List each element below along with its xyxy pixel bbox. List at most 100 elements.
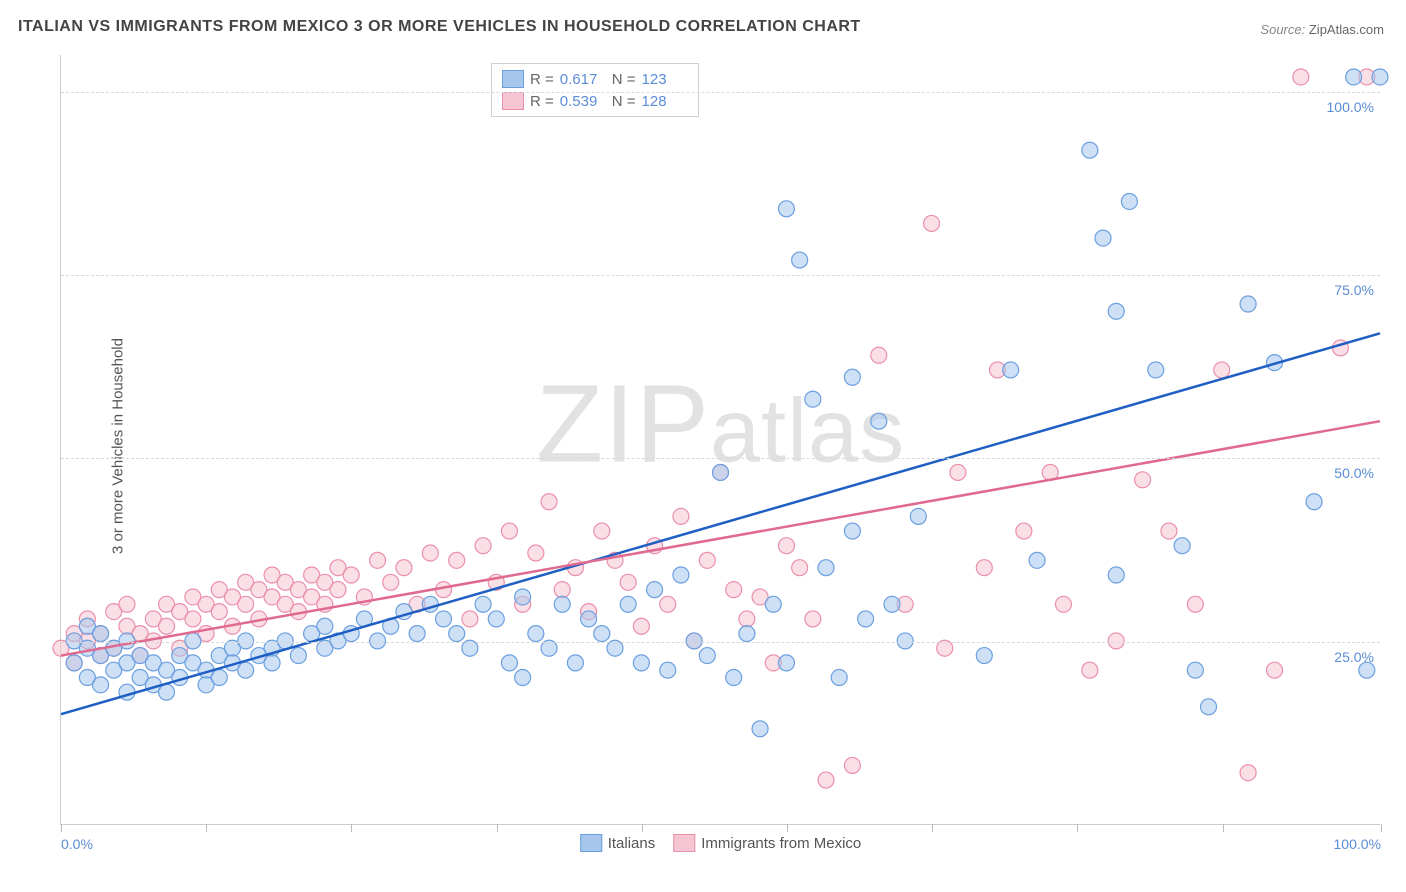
data-point: [475, 538, 491, 554]
xtick-mark: [932, 824, 933, 832]
data-point: [409, 626, 425, 642]
chart-title: ITALIAN VS IMMIGRANTS FROM MEXICO 3 OR M…: [18, 18, 861, 36]
data-point: [778, 538, 794, 554]
n-value-italians: 123: [642, 71, 688, 88]
xtick-mark: [497, 824, 498, 832]
data-point: [924, 215, 940, 231]
data-point: [554, 596, 570, 612]
r-label: R =: [530, 71, 554, 88]
data-point: [1346, 69, 1362, 85]
legend-bottom-swatch-mexico: [673, 834, 695, 852]
data-point: [1082, 662, 1098, 678]
data-point: [633, 655, 649, 671]
data-point: [699, 648, 715, 664]
data-point: [976, 648, 992, 664]
data-point: [594, 523, 610, 539]
data-point: [238, 662, 254, 678]
data-point: [739, 626, 755, 642]
xtick-mark: [787, 824, 788, 832]
data-point: [1306, 494, 1322, 510]
data-point: [844, 523, 860, 539]
data-point: [910, 508, 926, 524]
data-point: [1135, 472, 1151, 488]
source-label: Source:: [1260, 22, 1305, 37]
data-point: [871, 347, 887, 363]
legend-row-italians: R = 0.617 N = 123: [502, 68, 688, 90]
correlation-legend: R = 0.617 N = 123 R = 0.539 N = 128: [491, 63, 699, 117]
n-label: N =: [612, 71, 636, 88]
legend-swatch-mexico: [502, 92, 524, 110]
data-point: [488, 611, 504, 627]
data-point: [1108, 303, 1124, 319]
scatter-svg: [61, 55, 1380, 824]
data-point: [211, 670, 227, 686]
data-point: [726, 582, 742, 598]
legend-bottom-label-italians: Italians: [608, 835, 656, 852]
data-point: [765, 596, 781, 612]
data-point: [844, 757, 860, 773]
data-point: [159, 618, 175, 634]
data-point: [660, 662, 676, 678]
data-point: [1148, 362, 1164, 378]
data-point: [449, 626, 465, 642]
data-point: [699, 552, 715, 568]
data-point: [633, 618, 649, 634]
data-point: [1214, 362, 1230, 378]
data-point: [581, 611, 597, 627]
data-point: [1240, 765, 1256, 781]
ytick-label: 75.0%: [1334, 282, 1374, 298]
legend-row-mexico: R = 0.539 N = 128: [502, 90, 688, 112]
data-point: [554, 582, 570, 598]
xtick-mark: [61, 824, 62, 832]
data-point: [515, 589, 531, 605]
r-value-italians: 0.617: [560, 71, 606, 88]
ytick-label: 100.0%: [1327, 99, 1374, 115]
data-point: [1082, 142, 1098, 158]
n-label: N =: [612, 93, 636, 110]
legend-item-italians: Italians: [580, 834, 656, 852]
data-point: [1029, 552, 1045, 568]
data-point: [818, 772, 834, 788]
data-point: [1240, 296, 1256, 312]
data-point: [950, 464, 966, 480]
plot-area: ZIPatlas R = 0.617 N = 123 R = 0.539 N =…: [60, 55, 1380, 825]
data-point: [976, 560, 992, 576]
data-point: [1095, 230, 1111, 246]
data-point: [93, 626, 109, 642]
gridline-h: [61, 642, 1380, 643]
data-point: [515, 670, 531, 686]
xtick-mark: [642, 824, 643, 832]
xtick-mark: [1381, 824, 1382, 832]
data-point: [1187, 596, 1203, 612]
data-point: [844, 369, 860, 385]
data-point: [436, 611, 452, 627]
data-point: [620, 574, 636, 590]
data-point: [1161, 523, 1177, 539]
data-point: [858, 611, 874, 627]
xtick-label: 100.0%: [1334, 836, 1381, 852]
source-attribution: Source: ZipAtlas.com: [1260, 22, 1384, 37]
xtick-mark: [1077, 824, 1078, 832]
data-point: [396, 560, 412, 576]
data-point: [752, 721, 768, 737]
data-point: [370, 552, 386, 568]
data-point: [422, 545, 438, 561]
data-point: [501, 655, 517, 671]
data-point: [1201, 699, 1217, 715]
data-point: [673, 567, 689, 583]
data-point: [805, 391, 821, 407]
xtick-mark: [351, 824, 352, 832]
xtick-mark: [206, 824, 207, 832]
data-point: [449, 552, 465, 568]
data-point: [290, 648, 306, 664]
data-point: [713, 464, 729, 480]
data-point: [541, 494, 557, 510]
regression-line: [61, 333, 1380, 714]
data-point: [792, 252, 808, 268]
r-label: R =: [530, 93, 554, 110]
data-point: [185, 611, 201, 627]
data-point: [475, 596, 491, 612]
data-point: [528, 626, 544, 642]
data-point: [66, 655, 82, 671]
n-value-mexico: 128: [642, 93, 688, 110]
